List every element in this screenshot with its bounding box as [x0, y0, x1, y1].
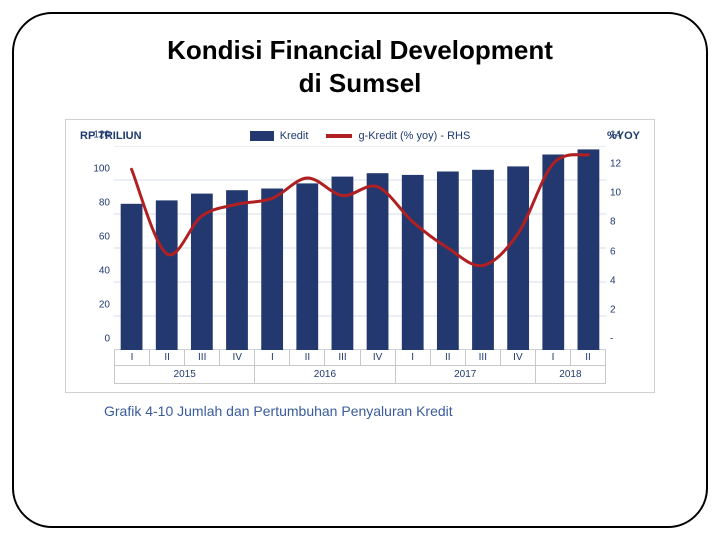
y-right-tick: 10	[610, 188, 640, 199]
y-right-tick: 6	[610, 246, 640, 257]
page-title: Kondisi Financial Development di Sumsel	[44, 34, 676, 99]
x-year-group: 2017	[396, 366, 536, 384]
x-year-row: 2015201620172018	[114, 366, 606, 384]
chart-caption: Grafik 4-10 Jumlah dan Pertumbuhan Penya…	[104, 403, 676, 419]
y-left-tick: 40	[80, 266, 110, 277]
plot-area	[114, 146, 606, 350]
x-category: I	[255, 350, 290, 366]
x-category: III	[185, 350, 220, 366]
legend-item-bars: Kredit	[250, 130, 309, 142]
y-left-tick: 0	[80, 334, 110, 345]
x-year-group: 2018	[536, 366, 606, 384]
x-category: III	[466, 350, 501, 366]
x-category: I	[396, 350, 431, 366]
title-line-2: di Sumsel	[299, 68, 422, 98]
legend-swatch-line	[326, 134, 352, 138]
y-right-tick: 12	[610, 159, 640, 170]
title-line-1: Kondisi Financial Development	[167, 35, 553, 65]
legend-item-line: g-Kredit (% yoy) - RHS	[326, 130, 470, 142]
y-right-tick: 8	[610, 217, 640, 228]
x-year-group: 2015	[115, 366, 255, 384]
chart-svg	[114, 146, 606, 350]
x-category: II	[571, 350, 606, 366]
legend: Kredit g-Kredit (% yoy) - RHS	[80, 130, 640, 142]
x-category: I	[115, 350, 150, 366]
chart-container: RP TRILIUN %YOY Kredit g-Kredit (% yoy) …	[65, 119, 655, 393]
x-category: II	[150, 350, 185, 366]
y-left-tick: 60	[80, 232, 110, 243]
y-right-ticks: -2468101214	[610, 146, 640, 350]
legend-label-bars: Kredit	[280, 130, 309, 142]
x-year-group: 2016	[255, 366, 395, 384]
y-left-tick: 100	[80, 164, 110, 175]
y-right-tick: -	[610, 334, 640, 345]
x-category: IV	[501, 350, 536, 366]
x-category: III	[325, 350, 360, 366]
slide-frame: Kondisi Financial Development di Sumsel …	[12, 12, 708, 528]
y-left-tick: 80	[80, 198, 110, 209]
chart-stage: RP TRILIUN %YOY Kredit g-Kredit (% yoy) …	[80, 130, 640, 350]
x-category: II	[431, 350, 466, 366]
x-category-row: IIIIIIIVIIIIIIIVIIIIIIIVIII	[114, 350, 606, 366]
x-category: I	[536, 350, 571, 366]
legend-swatch-bar	[250, 131, 274, 141]
y-left-ticks: 020406080100120	[80, 146, 110, 350]
x-category: IV	[220, 350, 255, 366]
legend-label-line: g-Kredit (% yoy) - RHS	[358, 130, 470, 142]
y-right-tick: 14	[610, 130, 640, 141]
x-category: IV	[361, 350, 396, 366]
y-right-tick: 4	[610, 275, 640, 286]
y-right-tick: 2	[610, 304, 640, 315]
x-axis: IIIIIIIVIIIIIIIVIIIIIIIVIII 201520162017…	[114, 350, 606, 384]
y-left-tick: 120	[80, 130, 110, 141]
x-category: II	[290, 350, 325, 366]
y-left-tick: 20	[80, 300, 110, 311]
